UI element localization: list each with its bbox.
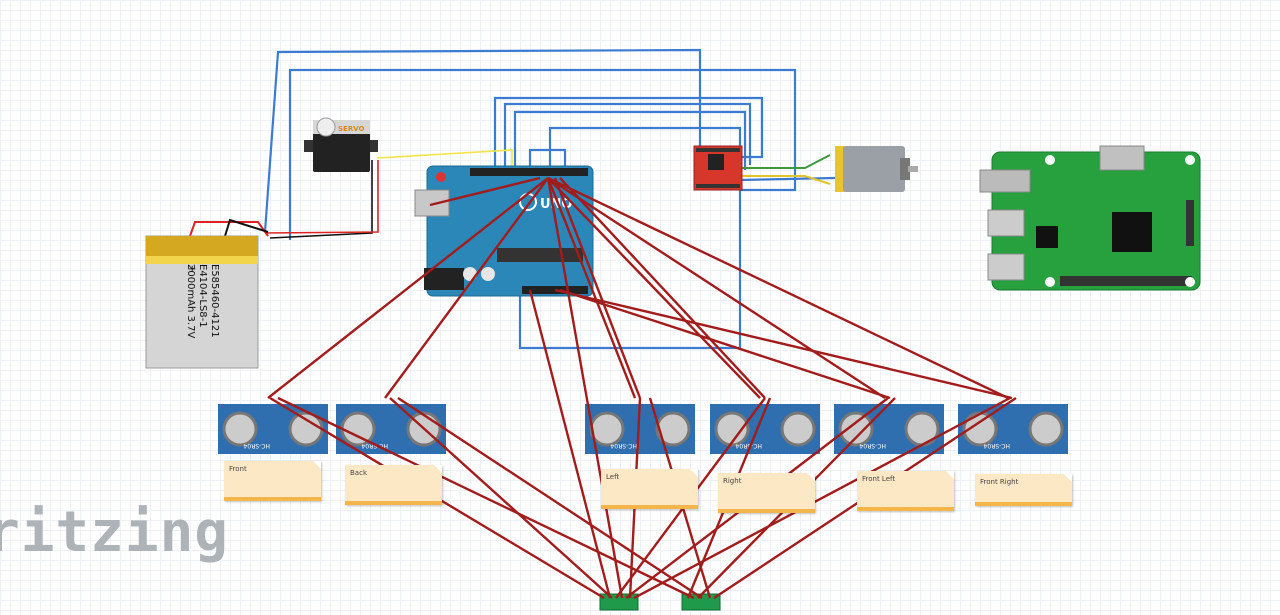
sensor-right-model: HC-SR04: [735, 442, 762, 449]
battery-label-1: E585460-4121: [209, 264, 220, 338]
note-front: Front: [224, 461, 321, 501]
fritzing-watermark: ritzing: [0, 500, 230, 565]
sensor-front-right: HC-SR04: [958, 404, 1068, 454]
sensor-front-model: HC-SR04: [243, 442, 270, 449]
sensor-front: HC-SR04: [218, 404, 328, 454]
sensor-left-model: HC-SR04: [610, 442, 637, 449]
sensor-front-right-model: HC-SR04: [983, 442, 1010, 449]
sensor-front-left: HC-SR04: [834, 404, 944, 454]
sensor-back: HC-SR04: [336, 404, 446, 454]
blue-wires: [263, 48, 836, 350]
note-left: Left: [601, 469, 698, 509]
battery-lead-black: [224, 218, 269, 237]
battery-plus: +: [188, 264, 196, 275]
sensor-left: HC-SR04: [585, 404, 695, 454]
battery-label-2: E4104-LS8-1: [197, 264, 208, 328]
note-right: Right: [718, 473, 815, 513]
terminal-block-left: [599, 593, 639, 611]
motor-driver-board: [693, 145, 743, 191]
servo-motor: SERVO: [304, 117, 378, 172]
sensor-front-left-model: HC-SR04: [859, 442, 886, 449]
note-back: Back: [345, 465, 442, 505]
note-front-left: Front Left: [857, 471, 954, 511]
battery-lead-red: [189, 221, 269, 237]
red-wires: [267, 176, 1017, 600]
motor-wires: [742, 154, 831, 185]
dc-motor: [835, 146, 918, 192]
servo-wires: [264, 149, 513, 239]
note-front-right: Front Right: [975, 474, 1072, 506]
servo-label: SERVO: [338, 125, 365, 133]
raspberry-pi: [979, 145, 1201, 291]
lipo-battery: + E585460-4121 E4104-LS8-1 2000mAh 3.7V: [145, 235, 259, 369]
battery-label-3: 2000mAh 3.7V: [185, 264, 196, 338]
